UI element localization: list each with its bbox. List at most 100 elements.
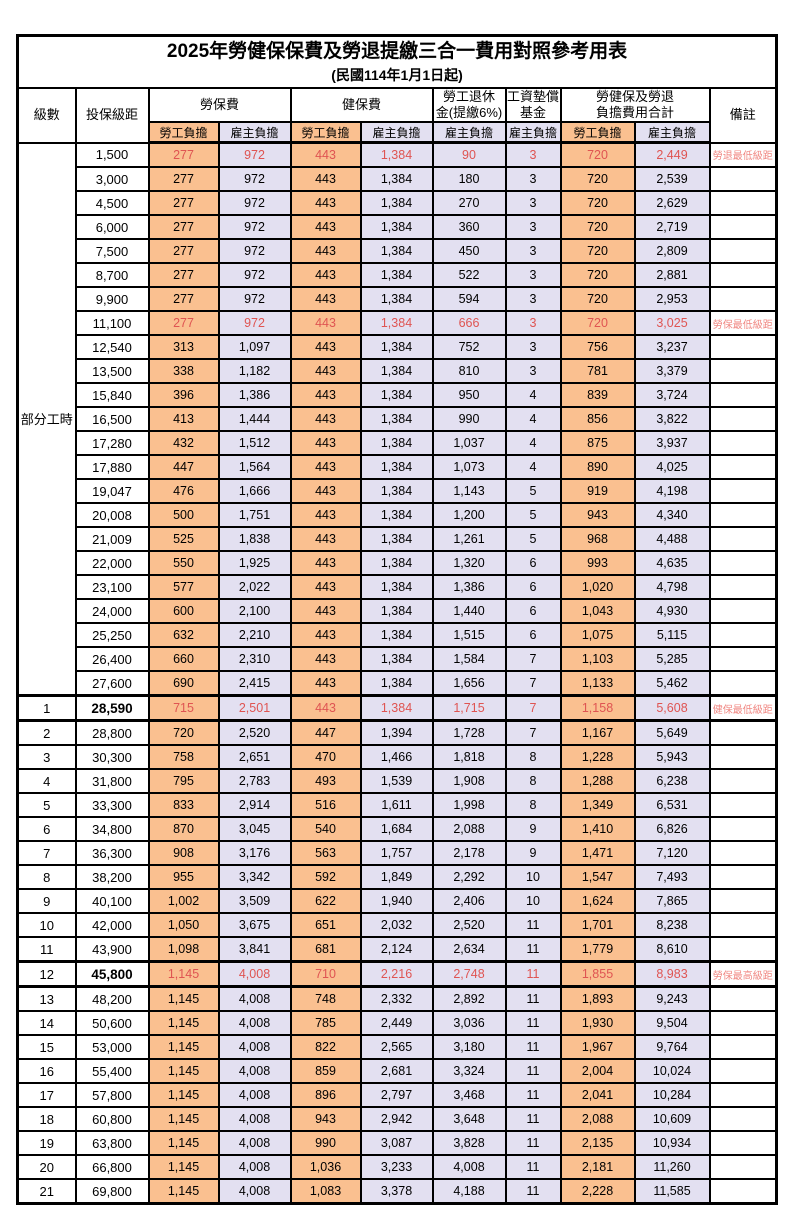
- total-employee-cell: 1,075: [559, 622, 636, 648]
- salary-bracket-cell: 24,000: [74, 598, 150, 624]
- salary-bracket-cell: 23,100: [74, 574, 150, 600]
- table-row: 21,009 525 1,838 443 1,384 1,261 5 968 4,488: [18, 526, 778, 552]
- total-employer-cell: 2,809: [633, 238, 711, 264]
- salary-bracket-cell: 4,500: [74, 190, 150, 216]
- fee-reference-sheet: 2025年勞健保保費及勞退提繳三合一費用對照參考用表 (民國114年1月1日起)…: [16, 34, 779, 1205]
- pension-employer-cell: 270: [431, 190, 507, 216]
- salary-bracket-cell: 7,500: [74, 238, 150, 264]
- wage-fund-employer-cell: 4: [504, 454, 562, 480]
- health-employee-cell: 943: [289, 1106, 362, 1132]
- salary-bracket-cell: 25,250: [74, 622, 150, 648]
- health-employer-cell: 1,757: [359, 840, 434, 866]
- table-row: 23,100 577 2,022 443 1,384 1,386 6 1,020 4,798: [18, 574, 778, 600]
- total-employer-cell: 3,379: [633, 358, 711, 384]
- pension-employer-cell: 2,292: [431, 864, 507, 890]
- labor-employee-cell: 908: [147, 840, 220, 866]
- header-group-row: 級數 投保級距 勞保費 健保費 勞工退休 金(提繳6%) 工資墊償 基金 勞健保及勞…: [16, 87, 778, 144]
- total-employer-cell: 7,865: [633, 888, 711, 914]
- col-header-total: 勞健保及勞退 負擔費用合計: [559, 87, 711, 123]
- pension-employer-cell: 3,324: [431, 1058, 507, 1084]
- salary-bracket-cell: 22,000: [74, 550, 150, 576]
- subheader-labor-employee: 勞工負擔: [147, 121, 220, 144]
- labor-employee-cell: 338: [147, 358, 220, 384]
- pension-employer-cell: 3,648: [431, 1106, 507, 1132]
- table-row: 17,280 432 1,512 443 1,384 1,037 4 875 3,937: [18, 430, 778, 456]
- labor-employer-cell: 4,008: [217, 1130, 292, 1156]
- salary-bracket-cell: 63,800: [74, 1130, 150, 1156]
- total-employer-cell: 2,539: [633, 166, 711, 192]
- salary-bracket-cell: 15,840: [74, 382, 150, 408]
- labor-employer-cell: 3,045: [217, 816, 292, 842]
- note-cell: [708, 334, 778, 360]
- labor-employee-cell: 447: [147, 454, 220, 480]
- total-employee-cell: 720: [559, 310, 636, 336]
- health-employee-cell: 443: [289, 622, 362, 648]
- pension-employer-cell: 1,656: [431, 670, 507, 697]
- total-employee-cell: 2,228: [559, 1178, 636, 1205]
- total-employee-cell: 839: [559, 382, 636, 408]
- total-employee-cell: 1,701: [559, 912, 636, 938]
- total-employee-cell: 1,930: [559, 1010, 636, 1036]
- labor-employer-cell: 1,564: [217, 454, 292, 480]
- salary-bracket-cell: 6,000: [74, 214, 150, 240]
- total-employer-cell: 5,943: [633, 744, 711, 770]
- note-cell: [708, 406, 778, 432]
- note-cell: [708, 719, 778, 746]
- total-employer-cell: 8,238: [633, 912, 711, 938]
- labor-employer-cell: 2,022: [217, 574, 292, 600]
- labor-employer-cell: 4,008: [217, 1058, 292, 1084]
- total-employee-cell: 781: [559, 358, 636, 384]
- health-employer-cell: 1,384: [359, 430, 434, 456]
- note-cell: [708, 166, 778, 192]
- labor-employer-cell: 1,097: [217, 334, 292, 360]
- pension-employer-cell: 3,828: [431, 1130, 507, 1156]
- total-employer-cell: 5,115: [633, 622, 711, 648]
- note-cell: [708, 526, 778, 552]
- wage-fund-employer-cell: 7: [504, 694, 562, 722]
- total-employer-cell: 2,629: [633, 190, 711, 216]
- level-cell: 20: [16, 1154, 77, 1180]
- table-row: 4 31,800 795 2,783 493 1,539 1,908 8 1,288 6,238: [16, 768, 778, 794]
- labor-employer-cell: 2,501: [217, 694, 292, 722]
- health-employer-cell: 1,466: [359, 744, 434, 770]
- subheader-health-employee: 勞工負擔: [289, 121, 362, 144]
- total-employee-cell: 2,041: [559, 1082, 636, 1108]
- table-row: 24,000 600 2,100 443 1,384 1,440 6 1,043 4,930: [18, 598, 778, 624]
- note-cell: [708, 646, 778, 672]
- level-cell: 9: [16, 888, 77, 914]
- wage-fund-employer-cell: 3: [504, 238, 562, 264]
- total-employer-cell: 7,493: [633, 864, 711, 890]
- note-cell: [708, 358, 778, 384]
- wage-fund-line2: 基金: [519, 105, 546, 120]
- table-row: 19,047 476 1,666 443 1,384 1,143 5 919 4,198: [18, 478, 778, 504]
- health-employer-cell: 1,384: [359, 406, 434, 432]
- health-employer-cell: 1,384: [359, 622, 434, 648]
- total-employer-cell: 6,531: [633, 792, 711, 818]
- wage-fund-employer-cell: 11: [504, 1130, 562, 1156]
- salary-bracket-cell: 60,800: [74, 1106, 150, 1132]
- total-employee-cell: 1,158: [559, 694, 636, 722]
- total-employer-cell: 4,635: [633, 550, 711, 576]
- subheader-wage-fund-employer: 雇主負擔: [504, 121, 562, 144]
- wage-fund-employer-cell: 8: [504, 768, 562, 794]
- health-employee-cell: 443: [289, 310, 362, 336]
- note-cell: [708, 888, 778, 914]
- labor-employer-cell: 2,210: [217, 622, 292, 648]
- health-employee-cell: 540: [289, 816, 362, 842]
- total-employee-cell: 756: [559, 334, 636, 360]
- labor-employer-cell: 4,008: [217, 1082, 292, 1108]
- labor-employee-cell: 1,145: [147, 1106, 220, 1132]
- col-header-salary: 投保級距: [74, 87, 150, 144]
- total-employee-cell: 720: [559, 190, 636, 216]
- labor-employee-cell: 1,145: [147, 1058, 220, 1084]
- labor-employer-cell: 972: [217, 214, 292, 240]
- pension-employer-cell: 180: [431, 166, 507, 192]
- pension-employer-cell: 4,188: [431, 1178, 507, 1205]
- total-employer-cell: 3,025: [633, 310, 711, 336]
- table-row: 16,500 413 1,444 443 1,384 990 4 856 3,822: [18, 406, 778, 432]
- total-employee-cell: 1,855: [559, 960, 636, 988]
- wage-fund-employer-cell: 3: [504, 334, 562, 360]
- wage-fund-employer-cell: 11: [504, 985, 562, 1012]
- pension-employer-cell: 90: [431, 141, 507, 168]
- labor-employee-cell: 500: [147, 502, 220, 528]
